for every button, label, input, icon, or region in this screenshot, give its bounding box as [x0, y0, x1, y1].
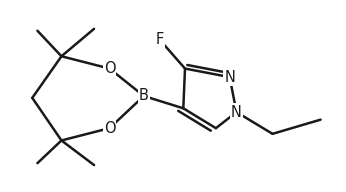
Text: N: N	[231, 105, 242, 120]
Text: O: O	[104, 61, 115, 76]
Text: F: F	[155, 32, 163, 47]
Text: B: B	[139, 89, 149, 103]
Text: O: O	[104, 121, 115, 136]
Text: N: N	[224, 70, 235, 85]
